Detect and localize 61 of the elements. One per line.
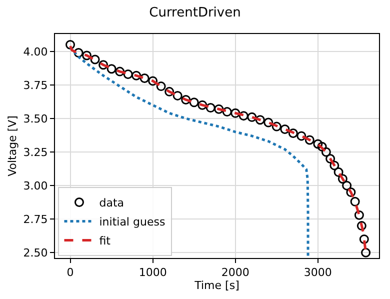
point — [255, 115, 265, 125]
x-axis-title: Time [s] — [194, 279, 240, 292]
point — [181, 94, 191, 104]
point — [164, 86, 174, 96]
legend-label: initial guess — [99, 216, 166, 229]
chart-title: CurrentDriven — [149, 6, 241, 21]
y-axis-title: Voltage [V] — [6, 116, 19, 176]
point — [115, 66, 125, 76]
legend-label: data — [99, 196, 124, 210]
point — [313, 139, 323, 149]
point — [338, 174, 348, 184]
legend-label: fit — [99, 234, 112, 248]
point — [361, 248, 371, 258]
y-tick-label: 2.50 — [23, 246, 48, 260]
point — [326, 154, 336, 164]
point — [106, 64, 116, 74]
point — [247, 112, 257, 122]
point — [321, 147, 331, 157]
point — [354, 210, 364, 220]
point — [206, 103, 216, 113]
point — [189, 98, 199, 108]
point — [272, 122, 282, 132]
point — [82, 50, 92, 60]
point — [123, 69, 133, 79]
point — [230, 108, 240, 118]
y-tick-label: 4.00 — [23, 45, 48, 58]
point — [172, 90, 182, 100]
point — [140, 74, 150, 84]
point — [296, 131, 306, 141]
point — [350, 196, 360, 206]
point — [304, 135, 314, 145]
point — [74, 48, 84, 58]
x-tick-label: 2000 — [221, 266, 250, 280]
point — [222, 107, 232, 117]
point — [359, 234, 369, 244]
x-tick-label: 3000 — [304, 266, 332, 280]
point — [280, 124, 290, 134]
y-tick-label: 3.25 — [23, 146, 48, 159]
x-tick-label: 0 — [66, 266, 74, 280]
y-tick-label: 3.75 — [23, 78, 48, 92]
point — [198, 100, 208, 110]
point — [90, 54, 100, 64]
point — [156, 82, 166, 92]
point — [148, 76, 158, 86]
point — [98, 60, 108, 70]
point — [264, 118, 274, 128]
point — [330, 160, 340, 170]
point — [346, 188, 356, 198]
y-tick-label: 3.00 — [23, 179, 48, 192]
y-tick-label: 2.75 — [23, 212, 48, 226]
point — [317, 142, 327, 152]
point — [132, 70, 142, 80]
point — [238, 111, 248, 121]
point — [334, 167, 344, 177]
point — [288, 128, 298, 138]
point — [66, 40, 76, 50]
y-tick-label: 3.50 — [23, 112, 48, 126]
point — [356, 221, 366, 231]
point — [342, 180, 352, 190]
x-tick-label: 1000 — [138, 266, 167, 280]
point — [214, 104, 224, 114]
